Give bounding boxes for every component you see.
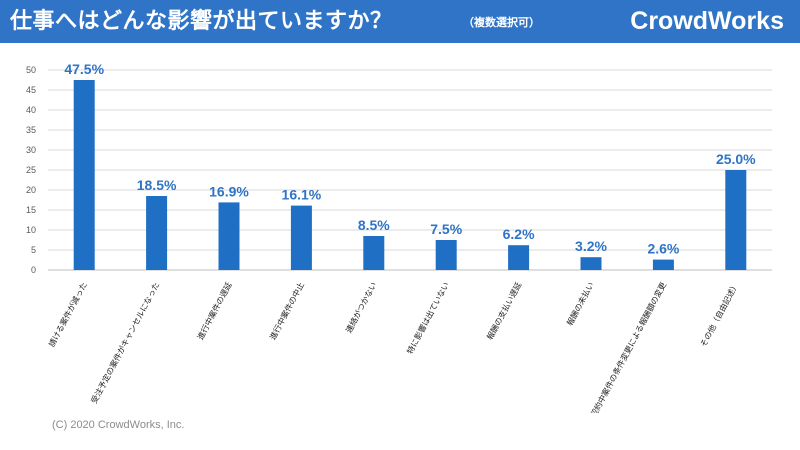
data-label: 47.5% (64, 61, 104, 77)
copyright-text: (C) 2020 CrowdWorks, Inc. (52, 419, 185, 431)
x-tick-label: 受注予定の案件がキャンセルになった (89, 280, 162, 405)
y-tick-label: 5 (31, 245, 36, 255)
bar (73, 80, 95, 270)
brand-logo: CrowdWorks (630, 7, 784, 35)
bar (508, 245, 530, 270)
x-tick-label: 連絡がつかない (343, 280, 378, 334)
bar (290, 205, 312, 270)
bar-chart: 0 5 10 15 20 25 30 35 40 45 50 47.5% 請ける案件が減った 18.5% 受… (26, 61, 772, 413)
bar (580, 257, 602, 270)
bar (725, 170, 747, 270)
bar (363, 236, 385, 270)
data-label: 16.9% (209, 183, 249, 199)
data-label: 6.2% (503, 226, 535, 242)
data-label: 18.5% (137, 177, 177, 193)
data-label: 7.5% (430, 221, 462, 237)
y-tick-label: 20 (26, 185, 36, 195)
x-tick-label: 契約中案件の条件変更による報酬額の変更 (588, 280, 668, 413)
y-tick-label: 15 (26, 205, 36, 215)
data-label: 3.2% (575, 238, 607, 254)
y-tick-label: 30 (26, 145, 36, 155)
y-tick-label: 10 (26, 225, 36, 235)
bar (652, 259, 674, 270)
chart-subtitle: （複数選択可） (463, 16, 540, 29)
bar (435, 240, 457, 270)
x-tick-label: その他（自由記述） (698, 280, 741, 348)
y-tick-label: 40 (26, 105, 36, 115)
x-tick-label: 報酬の未払い (564, 280, 595, 327)
x-tick-label: 請ける案件が減った (46, 280, 89, 348)
bar (218, 202, 240, 270)
bar (146, 196, 168, 270)
y-tick-label: 45 (26, 85, 36, 95)
y-tick-label: 35 (26, 125, 36, 135)
x-tick-label: 報酬の支払い遅延 (484, 280, 523, 341)
x-tick-label: 特に影響は出ていない (405, 280, 451, 355)
data-label: 16.1% (282, 187, 322, 203)
header-banner: 仕事へはどんな影響が出ていますか？ （複数選択可） CrowdWorks (0, 0, 800, 43)
data-label: 2.6% (647, 241, 679, 257)
x-tick-label: 進行中案件の中止 (267, 280, 306, 341)
data-label: 25.0% (716, 151, 756, 167)
y-tick-label: 50 (26, 65, 36, 75)
y-tick-label: 25 (26, 165, 36, 175)
data-label: 8.5% (358, 217, 390, 233)
x-tick-label: 進行中案件の遅延 (195, 280, 234, 341)
chart-title: 仕事へはどんな影響が出ていますか？ (10, 9, 393, 34)
y-tick-label: 0 (31, 265, 36, 275)
